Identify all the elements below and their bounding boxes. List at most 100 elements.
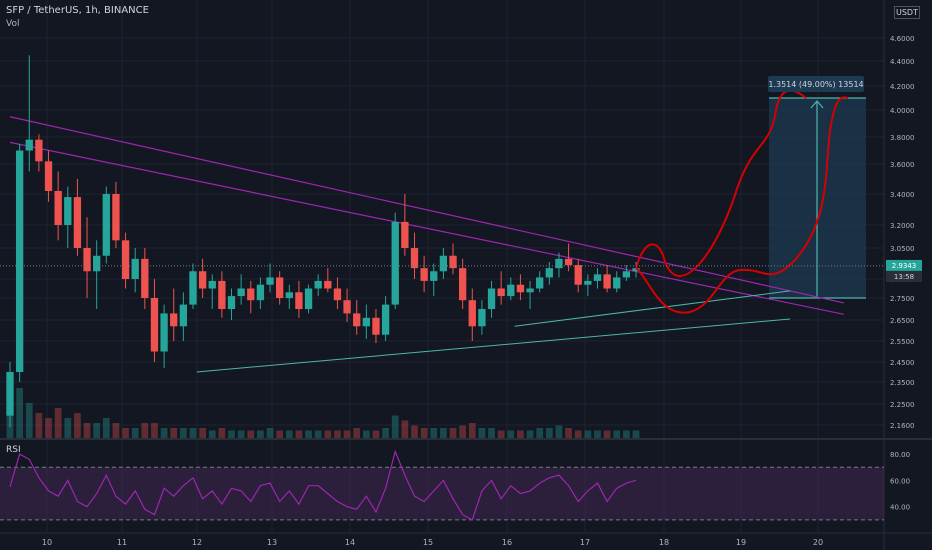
volume-bar xyxy=(160,428,168,438)
volume-bar xyxy=(449,428,457,438)
volume-bar xyxy=(54,408,62,438)
volume-bar xyxy=(112,423,120,438)
candle-body xyxy=(545,268,553,278)
volume-bar xyxy=(93,423,101,438)
candle-body xyxy=(102,194,110,256)
volume-bar xyxy=(603,430,611,438)
current-price-value: 2.9343 xyxy=(892,262,917,270)
price-tick-label: 3.8000 xyxy=(890,134,915,142)
volume-bar xyxy=(83,423,91,438)
candle-body xyxy=(526,288,534,293)
price-tick-label: 4.2000 xyxy=(890,83,915,91)
volume-bar xyxy=(382,428,389,438)
candle-body xyxy=(179,304,188,327)
candle-body xyxy=(430,271,438,281)
volume-bar xyxy=(632,430,640,438)
volume-bar xyxy=(295,430,303,438)
candle-body xyxy=(295,292,303,309)
price-tick-label: 4.4000 xyxy=(890,58,915,66)
volume-bar xyxy=(199,428,206,438)
volume-bar xyxy=(305,430,312,438)
candle-body xyxy=(478,309,486,327)
candle-body xyxy=(198,271,207,289)
candle-body xyxy=(54,191,62,225)
candle-body xyxy=(256,284,265,301)
volume-bar xyxy=(401,420,409,438)
candle-body xyxy=(314,280,322,289)
projection-path-upper xyxy=(635,89,807,277)
rsi-label: RSI xyxy=(6,445,21,455)
volume-bar xyxy=(565,428,572,438)
volume-bar xyxy=(16,388,24,438)
candle-body xyxy=(189,271,197,305)
candle-body xyxy=(93,255,101,272)
volume-bar xyxy=(362,430,370,438)
candle-body xyxy=(613,277,621,289)
candle-body xyxy=(497,288,505,297)
candle-body xyxy=(564,258,573,266)
countdown-value: 13:58 xyxy=(894,273,914,281)
volume-bar xyxy=(218,428,226,438)
resistance-line xyxy=(9,141,844,315)
candle-body xyxy=(131,258,139,279)
volume-bar xyxy=(574,430,582,438)
price-tick-label: 2.1600 xyxy=(890,422,915,430)
candle-body xyxy=(266,277,274,285)
countdown-box xyxy=(886,270,922,282)
volume-bar xyxy=(430,428,438,438)
candle-body xyxy=(458,268,467,301)
volume-bar xyxy=(517,430,524,438)
candle-body xyxy=(603,274,611,289)
volume-bar xyxy=(334,430,341,438)
volume-bar xyxy=(247,430,255,438)
volume-bar xyxy=(372,430,380,438)
price-tick-label: 2.6500 xyxy=(890,317,915,325)
price-tick-label: 3.0500 xyxy=(890,245,915,253)
rsi-line xyxy=(9,449,637,521)
volume-bar xyxy=(237,430,245,438)
candle-body xyxy=(237,288,245,297)
volume-bar xyxy=(488,428,495,438)
volume-bar xyxy=(613,430,621,438)
candle-body xyxy=(170,313,178,327)
candle-body xyxy=(35,139,43,162)
time-tick-label: 14 xyxy=(345,538,355,547)
candle-body xyxy=(208,280,216,289)
candle-body xyxy=(121,240,130,279)
candle-body xyxy=(285,292,293,298)
candle-body xyxy=(73,197,82,248)
volume-bar xyxy=(536,428,544,438)
candle-body xyxy=(584,280,592,285)
currency-badge[interactable]: USDT xyxy=(894,6,920,19)
time-tick-label: 19 xyxy=(736,538,746,547)
price-tick-label: 4.0000 xyxy=(890,107,915,115)
volume-bar xyxy=(497,430,505,438)
price-tick-label: 3.2000 xyxy=(890,222,915,230)
volume-bar xyxy=(622,430,630,438)
candle-body xyxy=(516,284,525,293)
volume-bar xyxy=(526,430,534,438)
projection-path-lower xyxy=(635,96,849,314)
rsi-tick-label: 60.00 xyxy=(890,477,910,485)
candle-body xyxy=(6,372,14,416)
rsi-tick-label: 40.00 xyxy=(890,504,910,512)
support-line xyxy=(196,318,791,373)
measure-label-bg xyxy=(768,76,864,92)
volume-bar xyxy=(285,430,293,438)
volume-bar xyxy=(102,418,110,438)
volume-bar xyxy=(170,428,178,438)
price-tick-label: 3.4000 xyxy=(890,191,915,199)
volume-bar xyxy=(391,415,399,438)
candle-body xyxy=(324,280,332,289)
candle-body xyxy=(410,248,419,269)
time-tick-label: 20 xyxy=(813,538,823,547)
price-tick-label: 2.2500 xyxy=(890,401,915,409)
time-tick-label: 13 xyxy=(267,538,277,547)
candle-body xyxy=(15,150,24,372)
volume-bar xyxy=(353,428,361,438)
rsi-tick-label: 80.00 xyxy=(890,451,910,459)
candle-body xyxy=(276,277,284,298)
volume-bar xyxy=(411,425,418,438)
